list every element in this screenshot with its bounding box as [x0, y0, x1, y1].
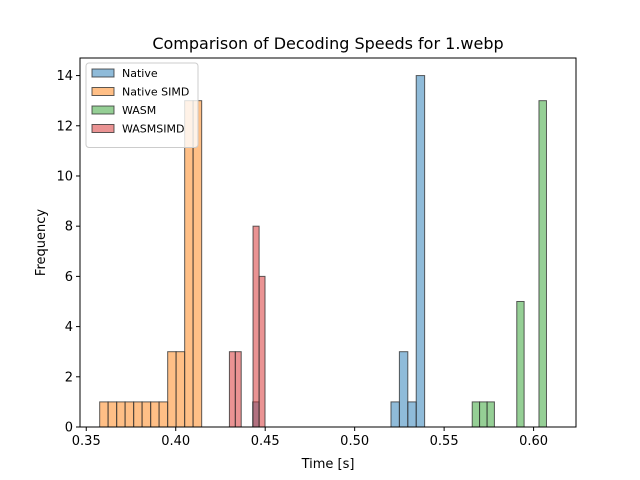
bar-native-simd: [158, 401, 169, 428]
bar-native-simd: [124, 401, 135, 428]
bar-wasmsimd: [234, 351, 242, 428]
x-axis-ticks: 0.35 0.40 0.45 0.50 0.55 0.60: [72, 427, 548, 449]
x-tick-label: 0.50: [340, 434, 369, 449]
bar-wasm: [538, 100, 547, 428]
y-tick-label: 14: [56, 69, 73, 84]
bar-native-simd: [167, 351, 177, 428]
bar-native: [398, 351, 409, 428]
bar-wasmsimd: [228, 351, 236, 428]
bar-native: [407, 401, 417, 428]
bar-native-simd: [192, 100, 203, 428]
legend-swatch-native: [91, 68, 115, 78]
x-tick-label: 0.60: [519, 434, 548, 449]
bar-native-simd: [141, 401, 152, 428]
legend-swatch-wasm: [91, 105, 115, 115]
bar-wasm: [479, 401, 488, 428]
legend-swatch-native-simd: [91, 87, 115, 96]
bar-native-simd: [107, 401, 118, 428]
bar-native: [415, 75, 426, 428]
x-tick-label: 0.40: [161, 434, 190, 449]
y-tick-label: 10: [56, 169, 73, 184]
y-axis-label: Frequency: [34, 209, 49, 276]
legend-label-wasm: WASM: [122, 104, 156, 117]
x-axis-label: Time [s]: [301, 457, 355, 472]
bar-wasmsimd: [252, 225, 260, 428]
axes-frame: [79, 57, 577, 428]
x-tick-label: 0.55: [430, 434, 459, 449]
bar-wasm: [471, 401, 481, 428]
y-tick-label: 12: [56, 119, 73, 134]
legend-label-native-simd: Native SIMD: [122, 86, 189, 99]
bar-native-simd: [116, 401, 126, 428]
bar-native-simd: [175, 351, 186, 428]
legend-label-native: Native: [122, 67, 158, 80]
y-tick-label: 0: [65, 421, 73, 436]
bar-wasm: [486, 401, 495, 428]
bar-wasm: [516, 300, 525, 428]
y-tick-label: 2: [65, 370, 73, 385]
chart-title: Comparison of Decoding Speeds for 1.webp: [152, 34, 503, 53]
bar-native-simd: [99, 401, 109, 428]
legend-swatch-wasmsimd: [91, 124, 115, 133]
y-axis-ticks: 0 2 4 6 8 10 12 14: [56, 69, 80, 436]
bar-wasmsimd: [258, 275, 266, 428]
y-tick-label: 8: [65, 220, 73, 235]
bar-native: [390, 401, 400, 428]
bar-native-simd: [184, 100, 194, 428]
legend-label-wasmsimd: WASMSIMD: [122, 123, 184, 136]
x-tick-label: 0.35: [72, 434, 101, 449]
legend: Native Native SIMD WASM WASMSIMD: [85, 62, 199, 148]
y-tick-label: 4: [65, 320, 73, 335]
x-tick-label: 0.45: [251, 434, 280, 449]
y-tick-label: 6: [65, 270, 73, 285]
bar-native-simd: [150, 401, 160, 428]
bar-native-simd: [133, 401, 143, 428]
